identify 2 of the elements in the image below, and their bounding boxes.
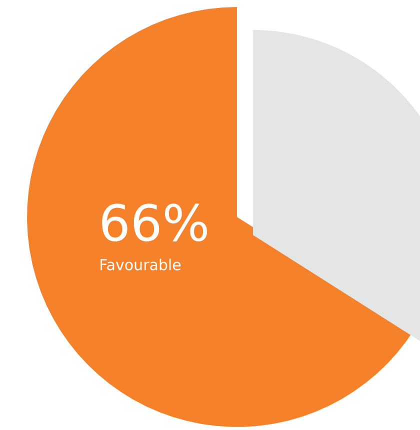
slice-label: Favourable	[100, 258, 181, 270]
data-label: 66%	[102, 204, 207, 242]
